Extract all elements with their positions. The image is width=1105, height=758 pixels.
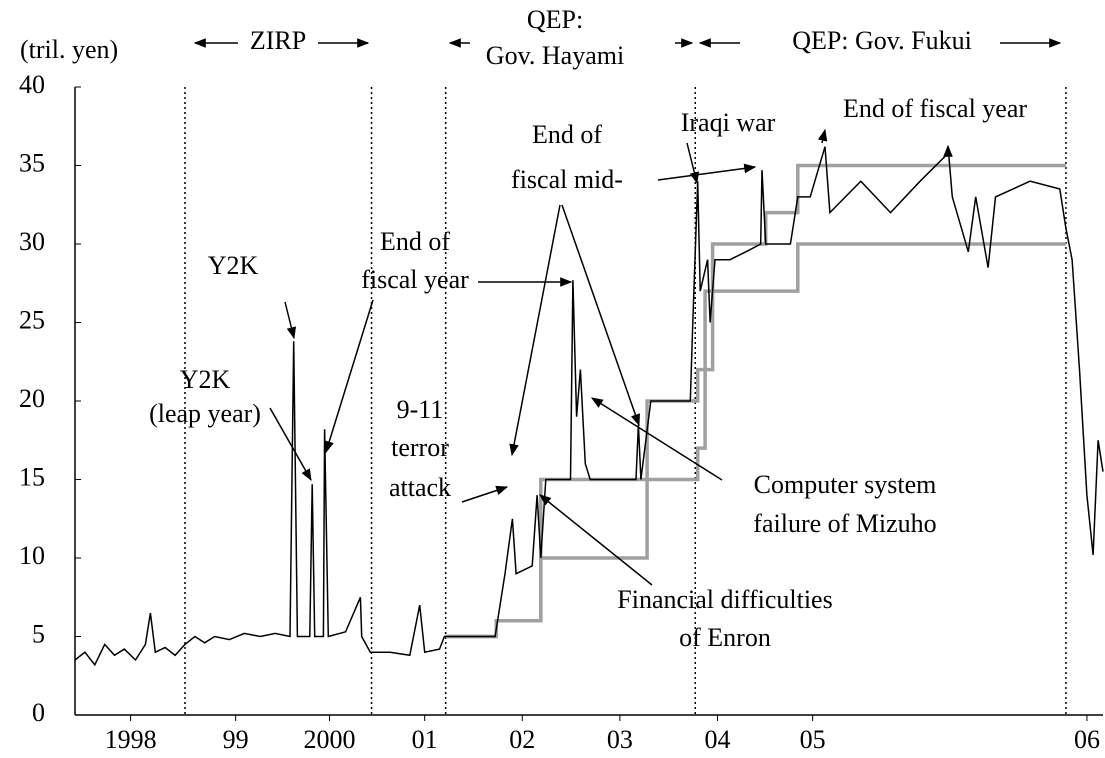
annotation: Iraqi war: [681, 108, 776, 137]
y-tick-label: 30: [19, 227, 45, 256]
annotation-arrow: [817, 128, 828, 144]
annotation: terror: [391, 433, 449, 462]
annotation: End of: [380, 227, 450, 256]
annotation: End of: [532, 120, 602, 149]
annotation-arrow: [461, 485, 509, 503]
y-tick-label: 20: [19, 384, 45, 413]
series-line: [74, 146, 1104, 667]
y-tick-label: 40: [19, 70, 45, 99]
y-tick-label: 35: [19, 148, 45, 177]
annotation-arrow: [324, 299, 374, 454]
x-tick-label: 06: [1074, 725, 1100, 754]
annotation: fiscal year: [361, 265, 469, 294]
x-tick-label: 04: [705, 725, 731, 754]
y-tick-label: 0: [32, 698, 45, 727]
x-tick-label: 1998: [105, 725, 157, 754]
x-tick-label: 2000: [304, 725, 356, 754]
period-label: QEP: Gov. Fukui: [792, 26, 972, 55]
annotation-arrow: [561, 204, 640, 427]
x-tick-label: 05: [800, 725, 826, 754]
annotation: of Enron: [679, 623, 771, 652]
annotation: attack: [389, 473, 451, 502]
annotation-arrow: [509, 204, 561, 457]
y-axis-label: (tril. yen): [20, 35, 118, 64]
period-label: QEP:: [527, 5, 583, 34]
annotation: End of fiscal year: [843, 94, 1027, 123]
y-tick-label: 10: [19, 541, 45, 570]
x-tick-label: 99: [223, 725, 249, 754]
annotation-arrow: [590, 397, 723, 481]
annotation-arrow: [657, 163, 757, 181]
annotation-arrow: [269, 407, 312, 482]
y-tick-label: 15: [19, 462, 45, 491]
y-tick-label: 25: [19, 305, 45, 334]
period-label: Gov. Hayami: [486, 41, 624, 70]
x-tick-label: 02: [509, 725, 535, 754]
period-label: ZIRP: [250, 26, 306, 55]
annotation-arrow: [284, 301, 297, 340]
series-line: [445, 242, 1066, 639]
annotation: Y2K: [208, 251, 259, 280]
annotation: Financial difficulties: [617, 585, 832, 614]
annotation: (leap year): [149, 399, 261, 428]
y-tick-label: 5: [32, 619, 45, 648]
annotation: Y2K: [180, 365, 231, 394]
x-tick-label: 01: [412, 725, 438, 754]
annotation: 9-11: [397, 395, 444, 424]
annotation: Computer system: [754, 470, 937, 499]
annotation-arrow: [539, 494, 653, 586]
annotation: fiscal mid-: [511, 165, 623, 194]
annotation-arrow: [686, 142, 700, 185]
series-line: [445, 163, 1066, 639]
x-tick-label: 03: [607, 725, 633, 754]
annotation: failure of Mizuho: [753, 509, 936, 538]
